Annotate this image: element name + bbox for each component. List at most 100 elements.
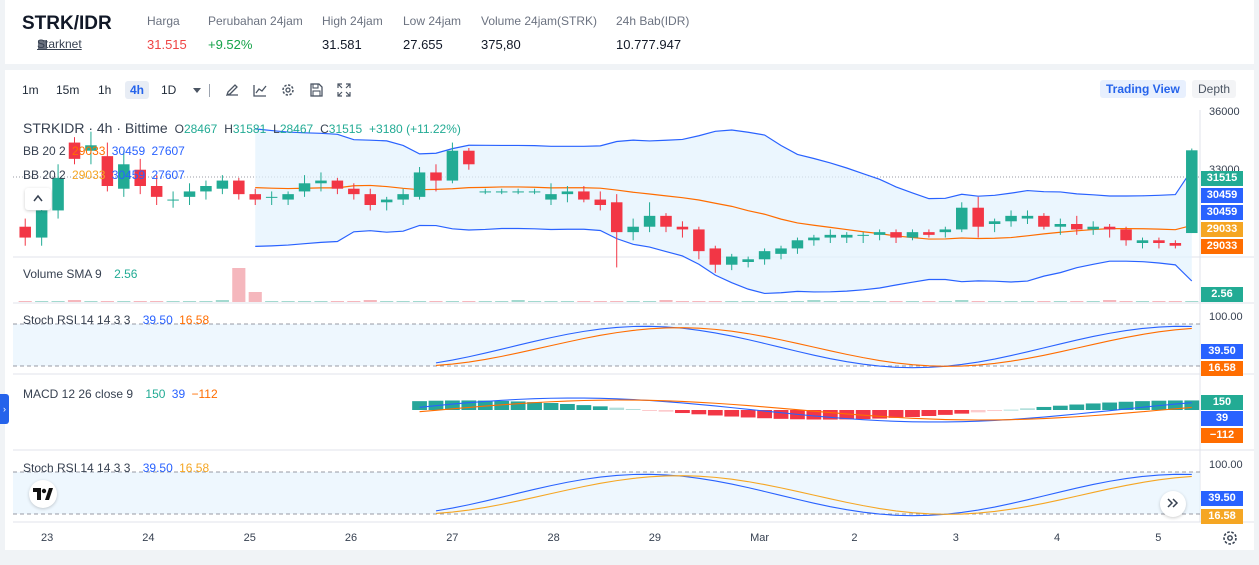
macd-histogram-bar (691, 410, 707, 415)
volume-bar (396, 301, 410, 302)
volume-bar (478, 301, 492, 302)
candle-body (1103, 226, 1116, 230)
macd-histogram-bar (609, 407, 625, 410)
macd-histogram-bar (1069, 404, 1085, 410)
macd-badge: −112 (1201, 428, 1243, 443)
stoch1-tick-top: 100.00 (1209, 311, 1243, 323)
indicator-icon[interactable] (252, 82, 268, 98)
price-badge: 30459 (1201, 188, 1243, 203)
volume-bar (35, 301, 49, 302)
double-chevron-right-icon[interactable] (1160, 491, 1186, 517)
collapse-legend-button[interactable] (25, 188, 51, 210)
tab-depth[interactable]: Depth (1192, 80, 1237, 98)
chevron-right-icon[interactable]: › (0, 394, 9, 424)
volume-bar (133, 301, 147, 302)
candle-body (693, 229, 705, 252)
volume-bar (265, 301, 279, 302)
macd-histogram-bar (822, 410, 838, 420)
candle-body (249, 194, 261, 200)
timeframe-1m[interactable]: 1m (22, 83, 39, 97)
stat-label: 24h Bab(IDR) (616, 14, 690, 28)
candle-body (578, 191, 590, 200)
volume-bar (577, 301, 591, 302)
volume-bar (1152, 301, 1166, 302)
stoch2-d-line (435, 475, 1192, 515)
coin-icon (38, 40, 47, 50)
pencil-icon[interactable] (224, 82, 240, 98)
stat-label: Volume 24jam(STRK) (481, 14, 598, 28)
gear-icon[interactable] (280, 82, 296, 98)
macd-line (419, 397, 1192, 423)
ohlc-low: L28467 (273, 122, 314, 136)
candle-body (972, 207, 984, 227)
volume-bar (938, 301, 952, 302)
timeframe-4h[interactable]: 4h (125, 81, 150, 99)
candle-body (561, 191, 574, 195)
volume-bar (1168, 301, 1182, 302)
x-axis-label: 23 (41, 532, 54, 544)
caret-down-icon[interactable] (189, 82, 205, 98)
candle-body (775, 248, 787, 254)
stat-value: 27.655 (403, 37, 443, 52)
volume-bar (232, 268, 246, 302)
candle-body (676, 226, 689, 230)
candle-body (463, 150, 475, 165)
macd-histogram-bar (1118, 401, 1134, 410)
stat-value: 31.581 (322, 37, 362, 52)
price-chart[interactable] (5, 110, 1254, 550)
candle-body (183, 191, 196, 197)
candle-body (660, 215, 672, 227)
candle-body (1054, 224, 1067, 227)
macd-histogram-bar (625, 408, 641, 410)
volume-bar (150, 301, 164, 302)
macd-histogram-bar (1135, 401, 1150, 410)
candle-body (1136, 240, 1149, 243)
candle-body (1169, 243, 1182, 246)
fullscreen-icon[interactable] (336, 82, 352, 98)
stoch2-badge: 39.50 (1201, 491, 1243, 506)
candle-body (791, 240, 804, 249)
candle-body (528, 191, 541, 193)
stat-label: Low 24jam (403, 14, 462, 28)
macd-histogram-bar (921, 410, 937, 417)
stat-label: High 24jam (322, 14, 383, 28)
volume-bar (182, 301, 197, 302)
macd-histogram-bar (1003, 409, 1019, 411)
volume-bar (1119, 301, 1133, 302)
stat-4: Volume 24jam(STRK) 375,80 (481, 14, 597, 52)
chart-settings-gear-icon[interactable] (1221, 529, 1239, 547)
save-icon[interactable] (308, 82, 324, 98)
macd-badge: 150 (1201, 395, 1243, 410)
candle-body (873, 232, 886, 235)
timeframe-15m[interactable]: 15m (56, 83, 80, 97)
timeframe-1h[interactable]: 1h (98, 83, 112, 97)
candle-body (315, 180, 327, 184)
macd-histogram-bar (477, 400, 493, 410)
stoch2-tick-top: 100.00 (1209, 459, 1243, 471)
stat-3: Low 24jam 27.655 (403, 14, 461, 52)
candle-body (610, 202, 623, 233)
macd-histogram-bar (806, 410, 822, 420)
volume-bar (248, 292, 262, 302)
volume-bar (643, 301, 657, 302)
main-legend: STRKIDR · 4h · Bittime O28467 H31581 L28… (23, 120, 464, 136)
macd-histogram-bar (905, 410, 920, 418)
timeframe-1D[interactable]: 1D (161, 83, 177, 97)
tradingview-logo-icon[interactable] (29, 480, 57, 508)
macd-histogram-bar (872, 410, 887, 419)
candle-body (890, 232, 902, 238)
macd-histogram-bar (494, 400, 510, 410)
volume-bar (544, 301, 558, 302)
coin-link[interactable]: Starknet (37, 37, 82, 51)
volume-bar (363, 300, 377, 302)
candle-body (1153, 240, 1165, 243)
tab-trading-view[interactable]: Trading View (1100, 80, 1186, 98)
x-axis-label: 3 (952, 532, 959, 544)
volume-bar (281, 301, 295, 302)
candle-body (150, 186, 163, 197)
volume-bar (67, 300, 82, 302)
volume-bar (692, 301, 706, 302)
macd-badge: 39 (1201, 411, 1243, 426)
stat-label: Harga (147, 14, 180, 28)
volume-bar (823, 301, 837, 302)
